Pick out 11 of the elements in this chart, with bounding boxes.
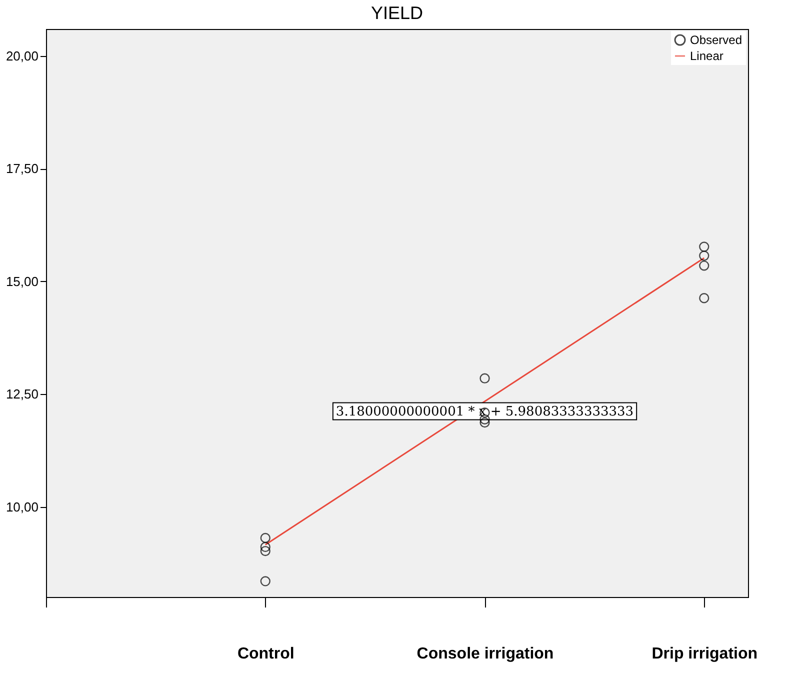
legend-label: Linear	[690, 49, 724, 63]
legend-label: Observed	[690, 33, 742, 47]
x-tick-label: Control	[237, 646, 294, 662]
y-tick-label: 20,00	[6, 48, 38, 64]
x-tick-label: Drip irrigation	[652, 646, 758, 662]
y-tick-label: 12,50	[6, 386, 38, 402]
chart-title: YIELD	[370, 3, 424, 23]
x-tick-label: Console irrigation	[416, 646, 554, 662]
y-tick-label: 17,50	[6, 161, 38, 176]
y-tick-label: 15,00	[6, 274, 38, 289]
y-tick-label: 10,00	[6, 499, 38, 514]
